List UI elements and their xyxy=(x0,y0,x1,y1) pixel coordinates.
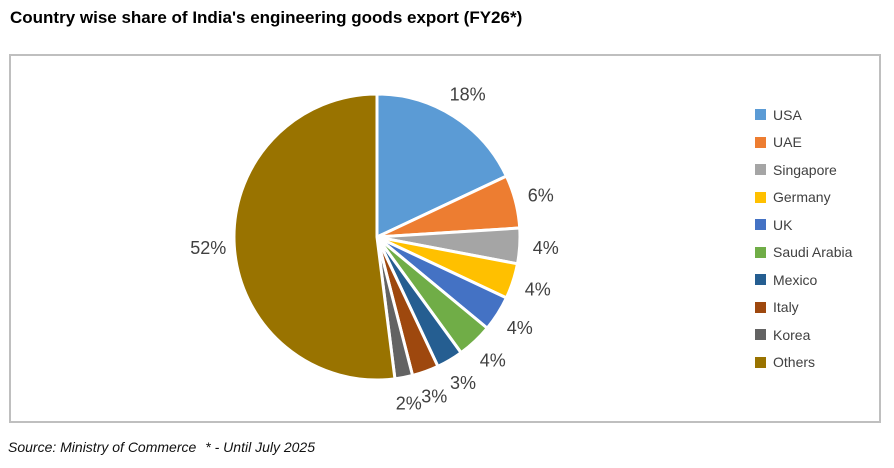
legend-item-uae: UAE xyxy=(755,129,852,157)
legend-label-italy: Italy xyxy=(773,299,799,316)
legend-label-germany: Germany xyxy=(773,189,831,206)
legend-label-uk: UK xyxy=(773,216,793,233)
data-label-uk: 4% xyxy=(507,318,533,338)
pie-chart: 18%6%4%4%4%4%3%3%2%52% xyxy=(190,85,559,414)
legend-swatch-italy xyxy=(755,301,766,313)
data-label-germany: 4% xyxy=(525,280,551,300)
source-text: Source: Ministry of Commerce xyxy=(8,439,197,455)
legend-item-italy: Italy xyxy=(755,294,852,322)
legend-item-others: Others xyxy=(755,349,852,377)
legend-item-saudi-arabia: Saudi Arabia xyxy=(755,239,852,267)
legend-swatch-usa xyxy=(755,109,766,121)
legend-label-singapore: Singapore xyxy=(773,161,837,178)
legend-swatch-singapore xyxy=(755,164,766,176)
legend-item-korea: Korea xyxy=(755,321,852,349)
legend-label-mexico: Mexico xyxy=(773,271,818,288)
legend-label-others: Others xyxy=(773,354,816,371)
legend-swatch-uk xyxy=(755,219,766,231)
data-label-singapore: 4% xyxy=(533,238,559,258)
legend-label-korea: Korea xyxy=(773,326,811,343)
legend: USA UAE Singapore Germany UK Saudi Arabia Mexi… xyxy=(755,101,852,376)
legend-swatch-mexico xyxy=(755,274,766,286)
legend-item-uk: UK xyxy=(755,211,852,239)
source-note: Source: Ministry of Commerce * - Until Ju… xyxy=(8,439,315,455)
legend-swatch-korea xyxy=(755,329,766,341)
legend-swatch-germany xyxy=(755,191,766,203)
legend-item-usa: USA xyxy=(755,101,852,129)
legend-swatch-uae xyxy=(755,136,766,148)
chart-area: 18% 6% 4% 4% 4% 4% 3% 3% 2% 52% USA UAE Singapore Ge… xyxy=(9,54,881,423)
legend-label-saudi-arabia: Saudi Arabia xyxy=(773,244,853,261)
footnote-text: * - Until July 2025 xyxy=(205,439,315,455)
data-label-korea: 2% xyxy=(396,393,422,413)
pie-slice-others xyxy=(232,92,397,382)
legend-item-singapore: Singapore xyxy=(755,156,852,184)
legend-swatch-others xyxy=(755,356,766,368)
data-label-mexico: 3% xyxy=(450,373,476,393)
legend-swatch-saudi-arabia xyxy=(755,246,766,258)
pie-slice-usa xyxy=(375,92,508,239)
data-label-saudi-arabia: 4% xyxy=(480,351,506,371)
data-label-usa: 18% xyxy=(450,85,486,105)
data-label-uae: 6% xyxy=(528,185,554,205)
data-label-italy: 3% xyxy=(421,386,447,406)
data-label-others: 52% xyxy=(190,238,226,258)
legend-item-germany: Germany xyxy=(755,184,852,212)
legend-item-mexico: Mexico xyxy=(755,266,852,294)
legend-label-usa: USA xyxy=(773,106,802,123)
legend-label-uae: UAE xyxy=(773,134,802,151)
chart-title: Country wise share of India's engineerin… xyxy=(10,8,523,27)
